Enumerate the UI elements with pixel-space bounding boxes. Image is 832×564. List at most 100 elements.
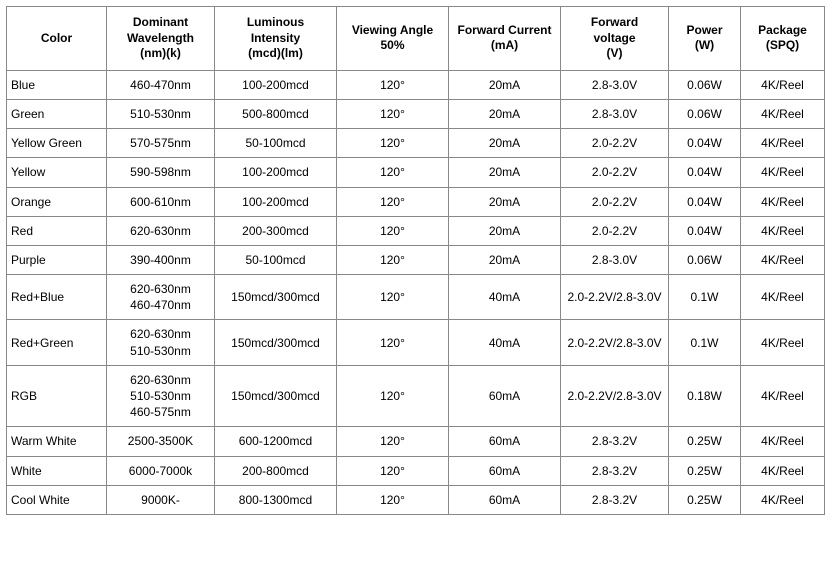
col-header-voltage: Forwardvoltage(V) (561, 7, 669, 71)
table-cell: 2.0-2.2V/2.8-3.0V (561, 275, 669, 320)
col-header-color: Color (7, 7, 107, 71)
table-cell: 620-630nm (107, 216, 215, 245)
table-cell: 20mA (449, 216, 561, 245)
table-cell: 40mA (449, 275, 561, 320)
table-cell: Yellow Green (7, 129, 107, 158)
table-cell: 120° (337, 70, 449, 99)
table-cell: 50-100mcd (215, 245, 337, 274)
table-cell: 4K/Reel (741, 129, 825, 158)
table-cell: 20mA (449, 129, 561, 158)
table-cell: 20mA (449, 187, 561, 216)
table-cell: 460-470nm (107, 70, 215, 99)
table-cell: 120° (337, 216, 449, 245)
table-cell: 4K/Reel (741, 245, 825, 274)
table-cell: 2.8-3.0V (561, 245, 669, 274)
table-cell: Cool White (7, 485, 107, 514)
table-cell: 60mA (449, 427, 561, 456)
table-cell: Green (7, 99, 107, 128)
led-spec-table: Color DominantWavelength(nm)(k) Luminous… (6, 6, 825, 515)
table-cell: 2.8-3.2V (561, 427, 669, 456)
table-cell: 120° (337, 427, 449, 456)
table-cell: 2.0-2.2V/2.8-3.0V (561, 365, 669, 427)
table-row: Yellow590-598nm100-200mcd120°20mA2.0-2.2… (7, 158, 825, 187)
table-cell: 0.04W (669, 158, 741, 187)
table-cell: 4K/Reel (741, 485, 825, 514)
table-cell: 4K/Reel (741, 158, 825, 187)
table-cell: 2.8-3.2V (561, 456, 669, 485)
table-cell: 120° (337, 245, 449, 274)
table-cell: Blue (7, 70, 107, 99)
table-cell: 0.25W (669, 427, 741, 456)
table-cell: Purple (7, 245, 107, 274)
table-row: Yellow Green570-575nm50-100mcd120°20mA2.… (7, 129, 825, 158)
table-cell: 50-100mcd (215, 129, 337, 158)
table-cell: 500-800mcd (215, 99, 337, 128)
table-cell: 120° (337, 365, 449, 427)
table-cell: 2.0-2.2V (561, 187, 669, 216)
table-cell: 2.8-3.0V (561, 70, 669, 99)
table-cell: 2.8-3.2V (561, 485, 669, 514)
table-cell: 100-200mcd (215, 70, 337, 99)
table-cell: Red+Blue (7, 275, 107, 320)
table-row: Blue460-470nm100-200mcd120°20mA2.8-3.0V0… (7, 70, 825, 99)
table-cell: Red (7, 216, 107, 245)
table-body: Blue460-470nm100-200mcd120°20mA2.8-3.0V0… (7, 70, 825, 514)
table-cell: 0.25W (669, 485, 741, 514)
table-cell: 6000-7000k (107, 456, 215, 485)
table-cell: 0.06W (669, 99, 741, 128)
col-header-angle: Viewing Angle50% (337, 7, 449, 71)
table-cell: 4K/Reel (741, 70, 825, 99)
table-cell: 4K/Reel (741, 187, 825, 216)
col-header-package: Package(SPQ) (741, 7, 825, 71)
table-cell: 2.0-2.2V (561, 158, 669, 187)
table-cell: 150mcd/300mcd (215, 320, 337, 365)
table-cell: 60mA (449, 365, 561, 427)
table-row: Red+Green620-630nm510-530nm150mcd/300mcd… (7, 320, 825, 365)
table-cell: 0.06W (669, 245, 741, 274)
table-cell: 120° (337, 275, 449, 320)
table-cell: 20mA (449, 70, 561, 99)
table-cell: 120° (337, 99, 449, 128)
table-cell: 600-610nm (107, 187, 215, 216)
table-cell: 120° (337, 456, 449, 485)
table-row: Purple390-400nm50-100mcd120°20mA2.8-3.0V… (7, 245, 825, 274)
table-cell: 200-300mcd (215, 216, 337, 245)
table-cell: 120° (337, 158, 449, 187)
table-row: White6000-7000k200-800mcd120°60mA2.8-3.2… (7, 456, 825, 485)
table-row: Red620-630nm200-300mcd120°20mA2.0-2.2V0.… (7, 216, 825, 245)
table-cell: Orange (7, 187, 107, 216)
table-cell: Red+Green (7, 320, 107, 365)
table-cell: Warm White (7, 427, 107, 456)
table-cell: 150mcd/300mcd (215, 365, 337, 427)
table-row: Cool White9000K-800-1300mcd120°60mA2.8-3… (7, 485, 825, 514)
table-cell: 0.06W (669, 70, 741, 99)
table-cell: 0.04W (669, 216, 741, 245)
table-cell: 2.0-2.2V (561, 129, 669, 158)
table-cell: 620-630nm460-470nm (107, 275, 215, 320)
table-cell: 150mcd/300mcd (215, 275, 337, 320)
table-cell: 570-575nm (107, 129, 215, 158)
table-cell: 120° (337, 485, 449, 514)
table-row: RGB620-630nm510-530nm460-575nm150mcd/300… (7, 365, 825, 427)
table-cell: 100-200mcd (215, 187, 337, 216)
table-cell: 4K/Reel (741, 365, 825, 427)
table-cell: 20mA (449, 245, 561, 274)
table-cell: 2.0-2.2V (561, 216, 669, 245)
table-cell: 0.04W (669, 129, 741, 158)
table-row: Orange600-610nm100-200mcd120°20mA2.0-2.2… (7, 187, 825, 216)
table-cell: 9000K- (107, 485, 215, 514)
table-cell: White (7, 456, 107, 485)
table-cell: 510-530nm (107, 99, 215, 128)
table-header: Color DominantWavelength(nm)(k) Luminous… (7, 7, 825, 71)
table-cell: 0.04W (669, 187, 741, 216)
table-cell: 0.1W (669, 275, 741, 320)
table-cell: 620-630nm510-530nm460-575nm (107, 365, 215, 427)
table-cell: 620-630nm510-530nm (107, 320, 215, 365)
table-cell: 390-400nm (107, 245, 215, 274)
table-cell: 200-800mcd (215, 456, 337, 485)
table-cell: 20mA (449, 158, 561, 187)
table-cell: 60mA (449, 485, 561, 514)
col-header-wavelength: DominantWavelength(nm)(k) (107, 7, 215, 71)
table-row: Warm White2500-3500K600-1200mcd120°60mA2… (7, 427, 825, 456)
table-row: Green510-530nm500-800mcd120°20mA2.8-3.0V… (7, 99, 825, 128)
